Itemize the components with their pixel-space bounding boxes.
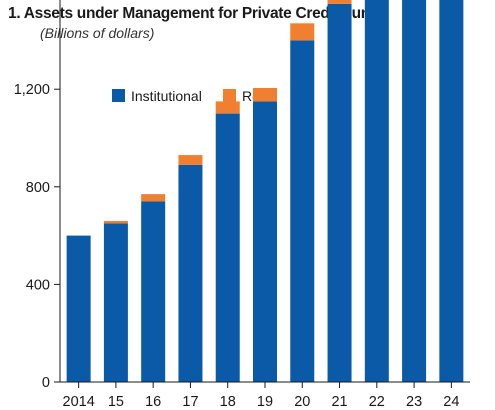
bar-institutional-23: [402, 0, 427, 382]
legend-label-institutional: Institutional: [131, 88, 202, 104]
bar-institutional-2014: [66, 235, 91, 382]
x-tick-label: 21: [331, 394, 347, 410]
legend-swatch-retail: [223, 89, 236, 102]
bar-institutional-18: [215, 113, 240, 382]
bar-institutional-16: [141, 201, 166, 382]
bar-retail-16: [141, 194, 166, 202]
y-tick-label: 400: [26, 277, 50, 293]
bar-institutional-19: [253, 101, 277, 383]
bar-retail-20: [290, 23, 315, 41]
x-tick-label: 18: [220, 394, 236, 410]
bar-retail-15: [103, 220, 128, 224]
x-tick-label: 19: [257, 394, 273, 410]
x-axis: 2014 15 16 17 18 19 20 21 22 23 24: [60, 381, 470, 410]
bars: [66, 0, 464, 383]
bar-retail-21: [327, 0, 352, 4]
x-tick-label: 24: [443, 394, 459, 410]
bar-retail-19: [253, 87, 277, 102]
y-tick-label: 1,200: [14, 82, 50, 98]
bar-retail-18: [215, 101, 240, 114]
bar-institutional-22: [364, 0, 389, 383]
x-tick-label: 23: [406, 394, 422, 410]
x-tick-label: 16: [145, 394, 161, 410]
y-tick-label: 0: [42, 375, 50, 391]
y-tick-label: 800: [26, 180, 50, 196]
bar-institutional-24: [439, 0, 464, 383]
legend-swatch-institutional: [112, 89, 125, 102]
x-tick-label: 15: [108, 394, 124, 410]
bar-institutional-17: [178, 164, 203, 382]
x-tick-label: 22: [369, 394, 385, 410]
legend: InstitutionalRetail: [112, 88, 278, 104]
x-tick-label: 17: [182, 394, 198, 410]
chart-subtitle: (Billions of dollars): [40, 25, 155, 41]
x-tick-label: 20: [294, 394, 310, 410]
bar-institutional-20: [290, 40, 315, 383]
x-tick-label: 2014: [63, 394, 95, 410]
bar-institutional-15: [103, 223, 128, 382]
y-tick-label: 1,600: [14, 0, 50, 1]
bar-retail-17: [178, 155, 203, 165]
bar-institutional-21: [327, 3, 352, 383]
chart-title: 1. Assets under Management for Private C…: [8, 5, 388, 22]
